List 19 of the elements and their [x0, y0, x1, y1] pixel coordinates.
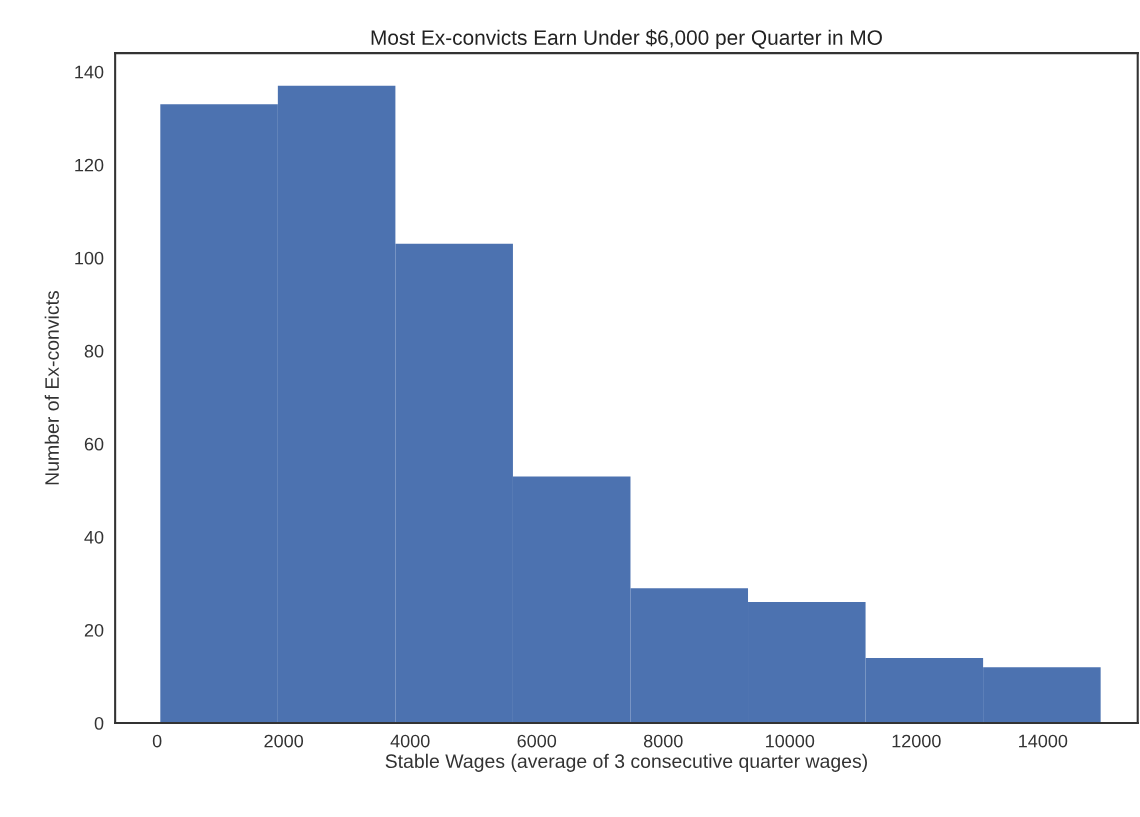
y-tick-label: 80 [84, 344, 104, 358]
x-tick-label: 8000 [643, 734, 683, 748]
x-tick-label: 0 [152, 734, 162, 748]
y-tick-label: 40 [84, 530, 104, 544]
x-tick-label: 10000 [766, 734, 815, 748]
chart-title: Most Ex-convicts Earn Under $6,000 per Quarter in MO [371, 29, 882, 50]
y-tick-label: 140 [75, 65, 104, 79]
x-axis-title: Stable Wages (average of 3 consecutive quarter wages) [385, 753, 867, 772]
y-tick-label: 20 [84, 623, 104, 637]
y-tick-label: 60 [84, 437, 104, 451]
y-tick-label: 0 [94, 716, 104, 730]
x-tick-label: 6000 [517, 734, 557, 748]
x-tick-label: 4000 [390, 734, 430, 748]
y-axis-title: Number of Ex-convicts [44, 290, 59, 485]
x-tick-label: 14000 [1019, 734, 1068, 748]
y-tick-label: 120 [75, 158, 104, 172]
x-tick-label: 12000 [892, 734, 941, 748]
x-tick-label: 2000 [264, 734, 304, 748]
y-tick-label: 100 [75, 251, 104, 265]
